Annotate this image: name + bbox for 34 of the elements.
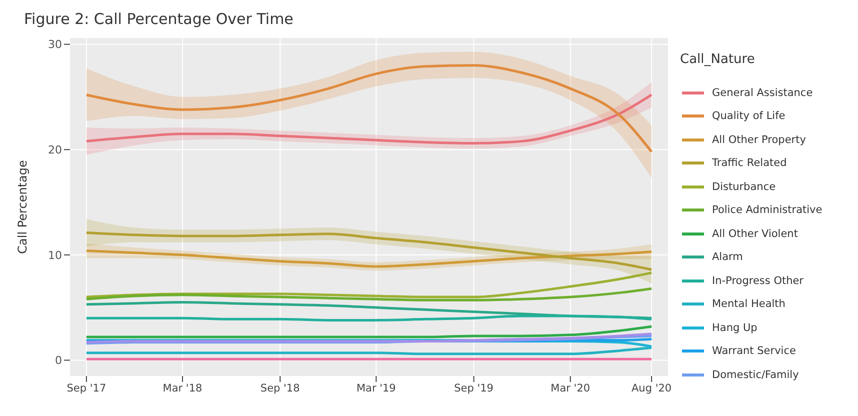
legend-label: Police Administrative (712, 204, 822, 216)
line-series (85, 346, 653, 356)
legend-label: Traffic Related (712, 157, 787, 170)
legend-label: Disturbance (712, 180, 776, 193)
y-tick-label: 10 (48, 248, 62, 262)
line-series (85, 287, 653, 302)
line-series (85, 249, 653, 268)
legend-label: Quality of Life (712, 110, 786, 122)
x-tick-label: Sep '17 (66, 382, 106, 394)
x-tick-label: Sep '18 (260, 382, 300, 394)
x-tick-label: Mar '20 (550, 382, 590, 394)
legend-label: Mental Health (712, 298, 786, 310)
legend-label: Alarm (712, 251, 743, 264)
y-axis-title: Call Percentage (15, 160, 30, 254)
legend-label: General Assistance (712, 86, 813, 99)
y-tick-label: 20 (48, 144, 62, 157)
x-tick-label: Mar '19 (356, 382, 396, 394)
legend-label: In-Progress Other (712, 274, 804, 287)
x-tick-label: Mar '18 (162, 382, 202, 394)
legend-label: Warrant Service (712, 345, 796, 358)
legend-label: All Other Violent (712, 228, 798, 240)
x-tick-label: Aug '20 (632, 382, 672, 394)
y-tick-label: 0 (55, 354, 62, 368)
line-series (85, 64, 653, 153)
legend-label: Domestic/Family (712, 368, 799, 381)
line-series (85, 325, 653, 338)
legend-label: All Other Property (712, 134, 806, 146)
legend-label: Hang Up (712, 322, 758, 334)
y-tick-label: 30 (48, 38, 62, 52)
x-tick-label: Sep '19 (454, 382, 494, 394)
legend-title: Call_Nature (680, 52, 756, 67)
chart-title: Figure 2: Call Percentage Over Time (23, 9, 294, 30)
line-series (85, 94, 653, 145)
line-series (85, 232, 653, 271)
